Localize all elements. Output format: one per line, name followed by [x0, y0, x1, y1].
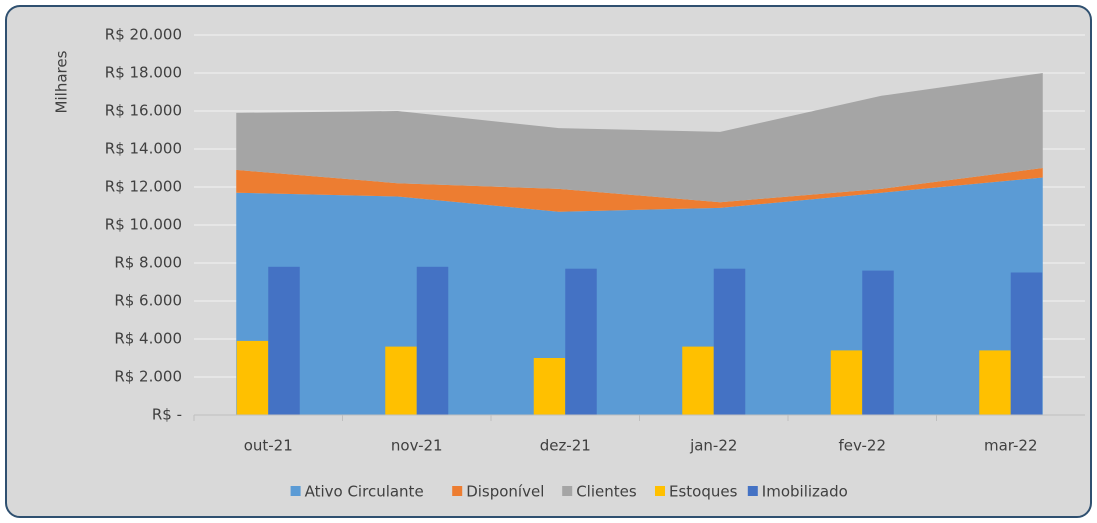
bar	[416, 266, 449, 415]
legend-label: Clientes	[576, 483, 637, 501]
y-tick-label: R$ 6.000	[114, 292, 182, 310]
bar	[682, 346, 714, 415]
legend-label: Disponível	[466, 483, 544, 501]
legend-label: Imobilizado	[762, 483, 848, 501]
y-tick-label: R$ 8.000	[114, 254, 182, 272]
x-tick-label: out-21	[244, 437, 293, 455]
y-tick-label: R$ 2.000	[114, 368, 182, 386]
x-tick-label: nov-21	[391, 437, 443, 455]
y-tick-label: R$ 10.000	[105, 216, 182, 234]
y-tick-label: R$ 20.000	[105, 26, 182, 44]
area	[236, 168, 1043, 212]
y-tick-label: R$ -	[152, 406, 182, 424]
bar	[979, 350, 1011, 415]
x-tick-label: jan-22	[689, 437, 737, 455]
x-tick-label: fev-22	[839, 437, 886, 455]
bar	[268, 266, 300, 415]
legend-swatch	[562, 486, 573, 496]
bar	[830, 350, 863, 415]
bar	[533, 358, 566, 415]
y-tick-label: R$ 4.000	[114, 330, 182, 348]
y-tick-label: R$ 12.000	[105, 178, 182, 196]
x-tick-label: mar-22	[984, 437, 1038, 455]
x-tick-label: dez-21	[540, 437, 591, 455]
legend-swatch	[290, 486, 301, 496]
legend-label: Ativo Circulante	[305, 483, 424, 501]
y-axis-label: Milhares	[53, 50, 71, 113]
area	[236, 177, 1043, 415]
bar	[385, 346, 417, 415]
area	[236, 73, 1043, 203]
legend-swatch	[655, 486, 665, 496]
y-tick-label: R$ 18.000	[105, 64, 182, 82]
bar	[1010, 272, 1043, 415]
y-tick-label: R$ 14.000	[105, 140, 182, 158]
bar	[713, 268, 746, 415]
legend-swatch	[452, 486, 463, 496]
bar	[862, 270, 894, 415]
legend-swatch	[747, 486, 758, 496]
y-tick-label: R$ 16.000	[105, 102, 182, 120]
bar	[236, 340, 269, 415]
bar	[565, 268, 597, 415]
legend-label: Estoques	[669, 483, 738, 501]
